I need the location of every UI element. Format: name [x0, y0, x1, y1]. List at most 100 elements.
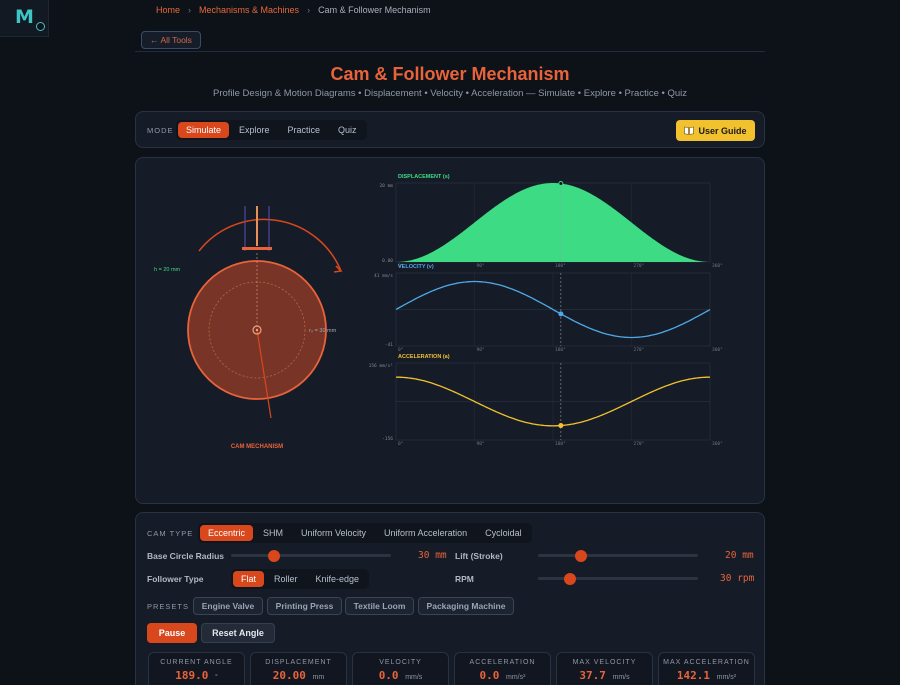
lift-label: Lift (Stroke)	[455, 551, 503, 561]
chart-1: VELOCITY (v) 41 mm/s -41 0° 90° 180° 270° 360°	[374, 264, 723, 353]
presets-label: PRESETS	[147, 602, 190, 611]
lift-slider[interactable]	[538, 549, 698, 562]
flat-follower-face	[242, 247, 272, 250]
base-circle-slider[interactable]	[231, 549, 391, 562]
x-tick-label: 360°	[712, 441, 723, 447]
logo-mark: M	[15, 6, 34, 28]
x-tick-label: 90°	[477, 263, 485, 269]
cam-mechanism-label: CAM MECHANISM	[231, 444, 283, 450]
follower-type-selector: Flat Roller Knife-edge	[231, 569, 370, 589]
cam-type-selector: Eccentric SHM Uniform Velocity Uniform A…	[198, 523, 532, 543]
chart-title: ACCELERATION (a)	[398, 354, 450, 360]
x-tick-label: 90°	[477, 441, 485, 447]
x-tick-label: 180°	[555, 263, 566, 269]
book-icon	[684, 126, 695, 135]
stat-current-angle: CURRENT ANGLE 189.0 °	[148, 652, 245, 685]
lift-value: 20 mm	[725, 550, 754, 561]
mode-bar: MODE Simulate Explore Practice Quiz User…	[135, 111, 765, 148]
mode-tab-quiz[interactable]: Quiz	[338, 125, 357, 135]
breadcrumb-home[interactable]: Home	[156, 5, 181, 15]
x-tick-label: 0°	[398, 347, 404, 353]
controls-panel: CAM TYPE Eccentric SHM Uniform Velocity …	[135, 512, 765, 685]
mode-label: MODE	[147, 126, 174, 135]
breadcrumb-separator-icon: ›	[307, 5, 311, 15]
cam-mechanism: h = 20 mm r₀ = 30 mm CAM MECHANISM	[154, 206, 343, 450]
cam-type-label: CAM TYPE	[147, 529, 194, 538]
x-tick-label: 90°	[477, 347, 485, 353]
preset-textile-loom[interactable]: Textile Loom	[345, 597, 414, 615]
mode-tab-practice[interactable]: Practice	[287, 125, 321, 135]
base-circle-value: 30 mm	[418, 550, 447, 561]
x-tick-label: 270°	[634, 263, 645, 269]
cam-pivot	[252, 325, 262, 335]
lift-slider-handle[interactable]	[575, 549, 588, 562]
follower-type-label: Follower Type	[147, 574, 204, 584]
x-tick-label: 270°	[634, 441, 645, 447]
follower-flat[interactable]: Flat	[233, 571, 265, 587]
header-divider	[135, 51, 765, 52]
chart-title: VELOCITY (v)	[398, 264, 434, 270]
cam-type-uniform-acceleration[interactable]: Uniform Acceleration	[384, 528, 468, 538]
chart-2: ACCELERATION (a) 156 mm/s² -156 0° 90° 180° 27…	[369, 354, 724, 447]
chart-0: DISPLACEMENT (s) 20 mm 0.00 0° 90° 180° 270° 36…	[379, 174, 723, 269]
x-tick-label: 180°	[555, 347, 566, 353]
breadcrumb: Home › Mechanisms & Machines › Cam & Fol…	[156, 5, 431, 15]
lift-label: h = 20 mm	[154, 267, 181, 273]
y-top-label: 20 mm	[379, 183, 393, 189]
reset-angle-button[interactable]: Reset Angle	[201, 623, 275, 643]
cam-type-uniform-velocity[interactable]: Uniform Velocity	[301, 528, 367, 538]
angle-marker-dot	[558, 311, 564, 317]
preset-printing-press[interactable]: Printing Press	[267, 597, 342, 615]
acceleration-line	[395, 376, 711, 427]
user-guide-button[interactable]: User Guide	[676, 120, 755, 141]
y-bottom-label: -156	[382, 436, 393, 442]
displacement-area	[396, 183, 710, 262]
breadcrumb-current: Cam & Follower Mechanism	[318, 5, 431, 15]
cam-pivot-center	[255, 328, 259, 332]
mode-tab-simulate[interactable]: Simulate	[178, 122, 230, 138]
mode-selector: Simulate Explore Practice Quiz	[176, 120, 367, 140]
breadcrumb-category[interactable]: Mechanisms & Machines	[199, 5, 300, 15]
visualization-panel: h = 20 mm r₀ = 30 mm CAM MECHANISM DISPL…	[135, 157, 765, 504]
cam-type-shm[interactable]: SHM	[263, 528, 284, 538]
user-guide-label: User Guide	[698, 125, 747, 136]
preset-engine-valve[interactable]: Engine Valve	[193, 597, 263, 615]
follower-roller[interactable]: Roller	[274, 574, 298, 584]
pause-button[interactable]: Pause	[147, 623, 197, 643]
follower-knife-edge[interactable]: Knife-edge	[315, 574, 360, 584]
y-top-label: 156 mm/s²	[369, 363, 393, 369]
rpm-slider[interactable]	[538, 572, 698, 585]
visualization-canvas: h = 20 mm r₀ = 30 mm CAM MECHANISM DISPL…	[154, 174, 724, 450]
x-tick-label: 270°	[634, 347, 645, 353]
mode-tab-explore[interactable]: Explore	[239, 125, 270, 135]
x-tick-label: 0°	[398, 263, 404, 269]
logo-badge-icon	[36, 22, 45, 31]
x-tick-label: 360°	[712, 347, 723, 353]
motion-diagrams: DISPLACEMENT (s) 20 mm 0.00 0° 90° 180° 270° 36…	[369, 174, 724, 447]
x-tick-label: 0°	[398, 441, 404, 447]
x-tick-label: 360°	[712, 263, 723, 269]
angle-marker-dot	[558, 423, 564, 429]
all-tools-button[interactable]: ← All Tools	[141, 31, 201, 49]
breadcrumb-separator-icon: ›	[188, 5, 192, 15]
stat-displacement: DISPLACEMENT 20.00 mm	[250, 652, 347, 685]
base-radius-label: r₀ = 30 mm	[309, 328, 337, 334]
velocity-line	[395, 280, 711, 339]
y-bottom-label: -41	[385, 342, 393, 348]
base-circle-slider-handle[interactable]	[268, 549, 281, 562]
preset-packaging-machine[interactable]: Packaging Machine	[418, 597, 514, 615]
rpm-value: 30 rpm	[720, 573, 755, 584]
rpm-slider-handle[interactable]	[564, 572, 576, 585]
cam-type-eccentric[interactable]: Eccentric	[200, 525, 254, 541]
y-top-label: 41 mm/s	[374, 273, 393, 279]
x-tick-label: 180°	[555, 441, 566, 447]
rotation-arrow-head-icon	[333, 265, 343, 273]
page-subtitle: Profile Design & Motion Diagrams • Displ…	[212, 88, 688, 99]
cam-radius-line	[256, 329, 272, 419]
stat-acceleration: ACCELERATION 0.0 mm/s²	[454, 652, 551, 685]
app-logo[interactable]: M	[0, 0, 49, 37]
rpm-label: RPM	[455, 574, 474, 584]
cam-type-cycloidal[interactable]: Cycloidal	[485, 528, 522, 538]
stat-velocity: VELOCITY 0.0 mm/s	[352, 652, 449, 685]
angle-marker-dot	[558, 180, 564, 186]
